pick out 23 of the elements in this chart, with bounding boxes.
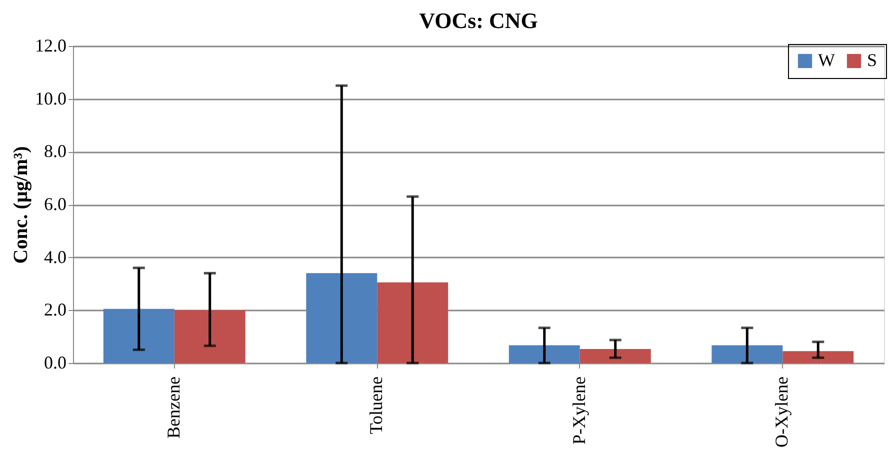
bar: [782, 351, 854, 363]
y-tick-label: 8.0: [44, 141, 66, 162]
legend-label: S: [867, 50, 878, 70]
y-tick-label: 12.0: [35, 36, 66, 56]
y-tick-label: 10.0: [35, 88, 66, 108]
y-tick-label: 2.0: [44, 300, 66, 320]
y-tick-label: 4.0: [44, 246, 66, 267]
bar: [306, 273, 378, 363]
bar: [174, 310, 246, 363]
y-tick-label: 0.0: [44, 352, 66, 372]
y-axis-title: Conc. (µg/m³): [10, 146, 32, 264]
x-tick-label: O-Xylene: [772, 376, 792, 448]
y-tick-label: 6.0: [44, 194, 66, 214]
bar: [377, 282, 448, 363]
chart-title: VOCs: CNG: [419, 8, 538, 33]
bar: [580, 349, 651, 363]
legend-label: W: [818, 50, 835, 70]
x-tick-label: P-Xylene: [568, 376, 589, 444]
bar: [508, 345, 580, 363]
bar: [103, 308, 174, 363]
x-tick-label: Toluene: [366, 376, 386, 434]
bar: [712, 345, 783, 363]
x-tick-label: Benzene: [163, 376, 184, 438]
